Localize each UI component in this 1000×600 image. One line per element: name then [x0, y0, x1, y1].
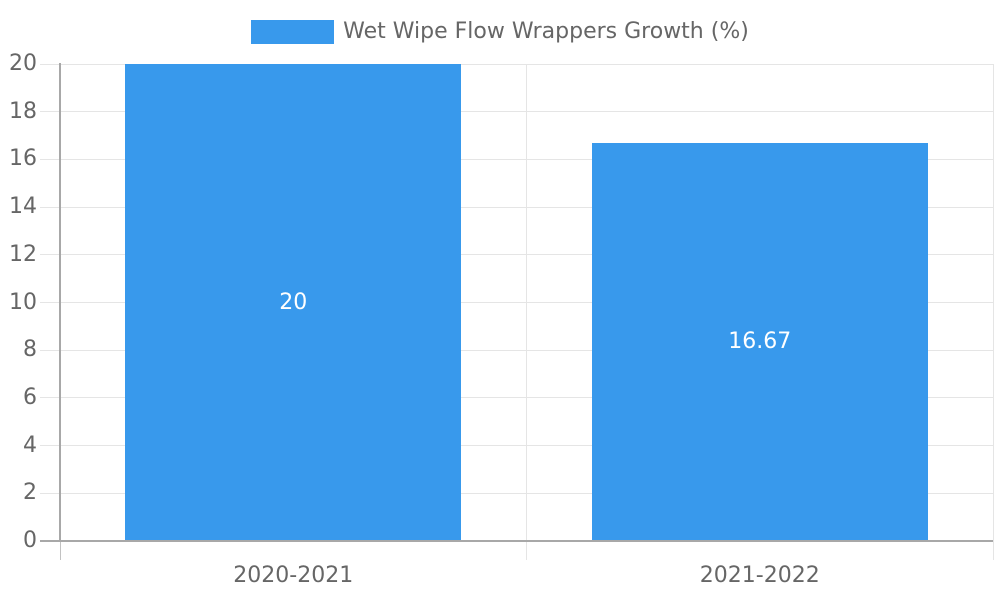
x-axis-tick — [59, 542, 61, 560]
chart-legend[interactable]: Wet Wipe Flow Wrappers Growth (%) — [0, 19, 1000, 45]
x-gridline — [526, 64, 527, 560]
y-gridline — [40, 492, 993, 494]
y-axis-tick-label: 20 — [9, 51, 37, 76]
y-axis-tick-label: 8 — [23, 337, 37, 363]
bar-value-label: 20 — [279, 289, 308, 315]
y-gridline — [40, 158, 993, 160]
y-axis-tick-label: 4 — [23, 432, 37, 458]
legend-swatch — [251, 20, 335, 44]
x-axis-category-label: 2021-2022 — [699, 563, 820, 588]
y-axis-tick-label: 2 — [23, 480, 37, 506]
y-gridline — [40, 302, 993, 303]
bar[interactable] — [125, 64, 462, 541]
y-axis-tick-label: 14 — [9, 194, 37, 220]
y-gridline — [40, 111, 993, 113]
y-axis-tick-label: 12 — [9, 241, 37, 267]
y-gridline — [40, 206, 993, 208]
y-gridline — [40, 254, 993, 256]
y-axis-tick-label: 18 — [9, 98, 37, 124]
x-axis-line — [40, 540, 993, 542]
legend-label: Wet Wipe Flow Wrappers Growth (%) — [343, 19, 749, 44]
y-axis-line — [59, 63, 61, 541]
x-gridline — [992, 64, 994, 560]
y-axis-tick-label: 10 — [9, 289, 37, 315]
y-gridline — [40, 445, 993, 447]
bar-value-label: 16.67 — [728, 329, 792, 355]
y-axis-tick-label: 16 — [9, 146, 37, 172]
y-axis-tick-label: 6 — [23, 384, 37, 410]
bar[interactable] — [591, 143, 928, 541]
y-gridline — [40, 349, 993, 351]
y-gridline — [40, 397, 993, 399]
x-axis-category-label: 2020-2021 — [233, 563, 354, 588]
y-gridline — [40, 63, 993, 65]
y-axis-tick-label: 0 — [23, 528, 37, 553]
